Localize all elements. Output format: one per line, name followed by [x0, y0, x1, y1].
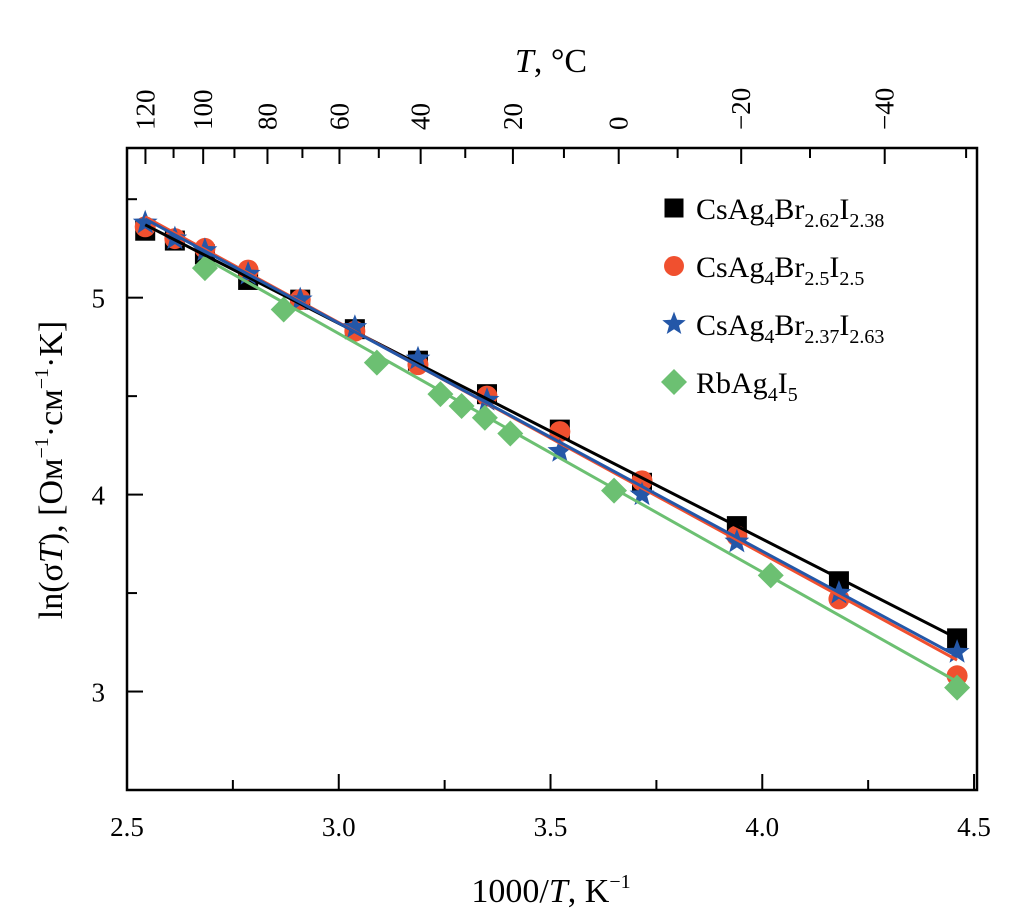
axis-tick-labels: 2.5 3.0 3.5 4.0 4.5 3 4 5 120 100 80 60 40 20 0 −20 −40: [92, 88, 991, 842]
top-tick-label: −40: [870, 88, 900, 130]
legend-marker-diamond: [661, 369, 687, 395]
legend-marker-star: [662, 311, 686, 334]
data-point-star: [132, 209, 158, 234]
x-tick-label: 3.5: [534, 812, 568, 842]
legend-marker-square: [664, 198, 684, 218]
x-tick-label: 4.0: [745, 812, 779, 842]
data-point-circle: [549, 421, 571, 443]
data-point-star: [162, 225, 188, 250]
fit-line-star: [144, 217, 958, 658]
y-tick-label: 3: [92, 678, 106, 708]
top-tick-label: 80: [252, 103, 282, 130]
data-point-diamond: [601, 477, 628, 504]
axis-ticks: [126, 148, 976, 790]
data-point-star: [629, 481, 655, 506]
y-tick-label: 4: [92, 481, 106, 511]
data-point-star: [944, 639, 970, 663]
y-axis-title: ln(σT), [Ом−1·см−1·K]: [31, 321, 70, 619]
top-tick-label: 20: [498, 103, 528, 130]
legend-entry: CsAg4Br2.62I2.38: [664, 193, 884, 232]
data-point-star: [547, 438, 573, 462]
top-axis-title: T, °C: [515, 43, 587, 80]
top-tick-label: 100: [188, 90, 218, 131]
legend-entry: CsAg4Br2.37I2.63: [662, 309, 884, 348]
x-tick-label: 3.0: [322, 812, 356, 842]
fit-line-square: [144, 223, 958, 640]
legend-marker-circle: [664, 256, 684, 276]
legend: CsAg4Br2.62I2.38 CsAg4Br2.5I2.5 CsAg4Br2.3…: [661, 193, 884, 406]
legend-label: RbAg4I5: [696, 367, 798, 406]
top-tick-label: 0: [604, 117, 634, 131]
data-point-star: [287, 286, 313, 311]
fit-line-diamond: [204, 256, 958, 683]
data-point-diamond: [944, 674, 971, 701]
series-diamond: [191, 255, 971, 701]
top-tick-label: −20: [726, 88, 756, 130]
x-axis-title: 1000/T, K−1: [471, 871, 630, 910]
legend-label: CsAg4Br2.62I2.38: [696, 193, 884, 232]
y-tick-label: 5: [92, 284, 106, 314]
legend-entry: RbAg4I5: [661, 367, 798, 406]
top-tick-label: 120: [130, 90, 160, 131]
plot-frame: [125, 146, 979, 792]
legend-label: CsAg4Br2.37I2.63: [696, 309, 884, 348]
legend-entry: CsAg4Br2.5I2.5: [664, 251, 864, 290]
top-tick-label: 60: [324, 103, 354, 130]
data-point-star: [405, 345, 431, 370]
data-point-diamond: [270, 296, 297, 323]
x-tick-label: 4.5: [957, 812, 991, 842]
x-tick-label: 2.5: [110, 812, 144, 842]
data-point-diamond: [363, 349, 390, 376]
fit-line-group: [144, 215, 958, 683]
top-tick-label: 40: [406, 103, 436, 130]
data-point-star: [342, 314, 368, 338]
legend-label: CsAg4Br2.5I2.5: [696, 251, 864, 290]
